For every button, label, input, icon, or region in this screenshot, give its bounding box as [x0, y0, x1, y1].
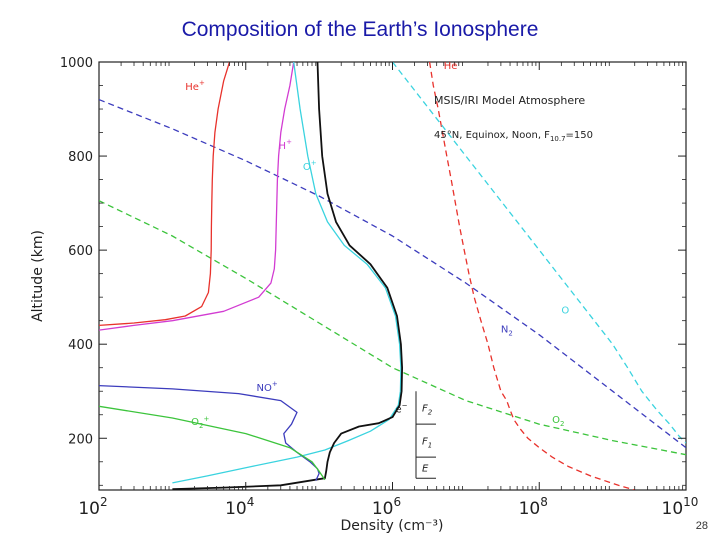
- y-axis-label: Altitude (km): [30, 230, 46, 322]
- series-label-o-plus: O+: [303, 159, 317, 173]
- series-label-o2: O2: [552, 415, 564, 428]
- x-tick-label: 1010: [662, 495, 699, 519]
- series-line-no-plus: [99, 384, 320, 481]
- x-tick-label: 106: [372, 495, 401, 519]
- series-line-he: [428, 62, 635, 490]
- series-line-o2: [99, 200, 686, 456]
- series-label-no-plus: NO+: [256, 380, 277, 394]
- y-tick-label: 800: [68, 150, 93, 165]
- layer-label-f1: F1: [422, 437, 432, 450]
- x-axis-label: Density (cm⁻³): [341, 518, 444, 534]
- series-line-o2-plus: [99, 405, 326, 481]
- y-tick-label: 1000: [60, 56, 93, 71]
- y-tick-label: 400: [68, 338, 93, 353]
- series-label-n2: N2: [501, 324, 513, 337]
- chart-title: MSIS/IRI Model Atmosphere: [434, 94, 585, 107]
- series-label-o2-plus: O2+: [191, 415, 209, 430]
- series-label-o: O: [561, 306, 569, 317]
- page-number: 28: [695, 520, 708, 532]
- x-tick-label: 108: [519, 495, 548, 519]
- series-line-e: [172, 62, 403, 490]
- series-line-h-plus: [99, 62, 295, 331]
- x-tick-label: 102: [78, 495, 107, 519]
- chart-subtitle: 45°N, Equinox, Noon, F10.7=150: [434, 130, 593, 143]
- series-label-he: He: [444, 61, 458, 72]
- y-tick-label: 200: [68, 432, 93, 447]
- series-label-e: e−: [396, 401, 408, 415]
- series-label-h-plus: H+: [279, 138, 293, 152]
- layer-label-f2: F2: [422, 404, 433, 417]
- series-label-he-plus: He+: [185, 79, 205, 93]
- series-line-o-plus: [172, 62, 402, 484]
- series-line-o: [391, 62, 686, 444]
- slide-title: Composition of the Earth’s Ionosphere: [181, 18, 539, 41]
- layer-label-e: E: [422, 464, 429, 475]
- y-tick-label: 600: [68, 244, 93, 259]
- x-tick-label: 104: [225, 495, 254, 519]
- series-line-n2: [99, 98, 686, 449]
- series-line-he-plus: [99, 62, 231, 327]
- plot-frame: [98, 61, 687, 491]
